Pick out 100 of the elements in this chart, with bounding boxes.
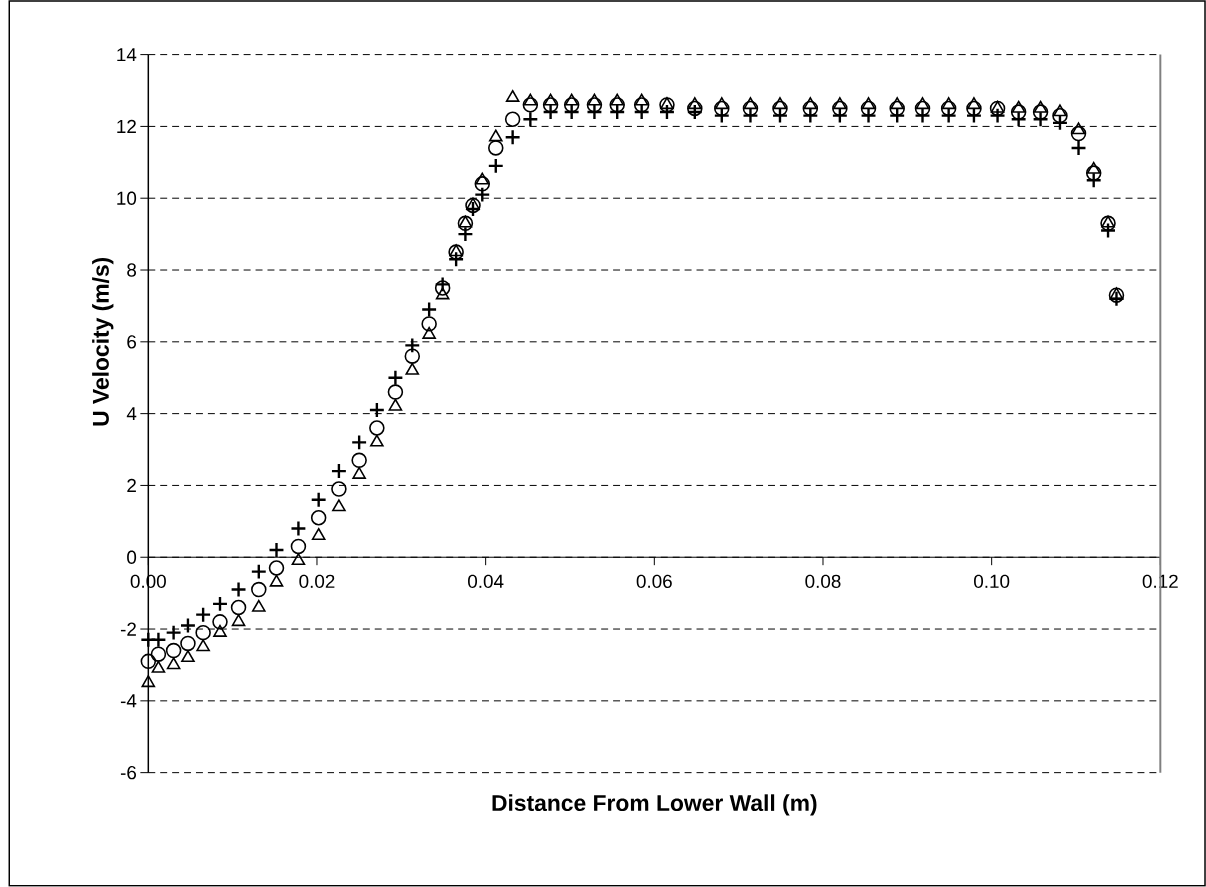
point [141,675,156,688]
point [457,215,474,232]
point [803,97,818,110]
point [802,100,819,117]
point [165,642,182,659]
point [330,462,348,480]
point [833,97,847,110]
point [1053,104,1067,117]
point [941,97,956,110]
point [940,100,957,117]
y-tick-label: -2 [120,622,136,636]
y-tick-label: 2 [127,478,136,493]
point [387,369,404,386]
point [609,103,626,121]
point [687,100,703,117]
point [421,316,437,332]
point [940,107,957,124]
point [586,103,603,121]
point [1071,122,1086,135]
point [404,348,421,364]
point [889,100,905,117]
point [291,553,306,566]
point [989,100,1006,117]
point [179,617,197,634]
point [212,614,228,630]
point [1051,114,1069,132]
point [773,97,787,110]
point [1099,222,1117,239]
point [505,90,520,103]
point [405,362,420,375]
point [447,251,465,268]
point [1086,161,1101,174]
point [488,140,504,156]
point [1032,111,1049,128]
point [268,541,285,559]
point [370,434,384,447]
point [563,97,580,113]
point [714,97,729,110]
point [609,97,625,113]
point [422,326,436,339]
point [967,97,981,110]
x-tick-label: 0.02 [299,574,335,589]
point [1011,100,1026,113]
point [290,538,307,555]
y-tick-label: 14 [117,48,137,62]
x-tick-label: 0.10 [974,574,1010,589]
point [387,384,404,400]
point [802,107,819,124]
point [268,560,285,576]
point [832,100,848,117]
y-axis-title: U Velocity (m/s) [92,257,114,426]
point [543,93,558,106]
point [475,172,490,185]
point [458,215,473,228]
point [772,100,788,117]
point [465,197,481,214]
y-tick-label: 0 [127,550,137,564]
point [368,401,385,419]
point [990,100,1005,113]
point [771,107,789,124]
point [369,420,385,436]
point [290,520,307,537]
y-tick-label: 10 [117,191,137,205]
point [474,186,491,203]
point [231,614,246,627]
point [150,646,167,662]
point [860,100,877,117]
point [195,624,211,641]
point [251,599,266,612]
point [213,624,227,637]
point [1070,139,1087,157]
point [487,157,504,175]
point [1033,100,1048,113]
point [989,107,1006,124]
point [713,107,730,124]
y-tick-label: 8 [127,263,137,277]
x-tick-label: 0.12 [1142,574,1178,589]
point [388,398,403,411]
point [250,563,267,580]
point [1032,104,1049,120]
point [610,93,625,106]
point [1010,111,1027,128]
point [421,301,438,318]
point [742,107,759,124]
point [1052,107,1068,124]
point [634,93,649,106]
point [587,93,602,106]
point [1085,172,1102,189]
y-tick-label: 12 [117,119,136,134]
point [860,107,877,124]
point [522,97,539,113]
point [743,97,758,110]
x-tick-label: 0.06 [636,574,672,589]
point [351,452,367,469]
point [488,129,503,142]
point [633,97,650,113]
point [504,129,521,146]
point [196,639,210,652]
point [915,97,930,110]
point [890,97,905,110]
